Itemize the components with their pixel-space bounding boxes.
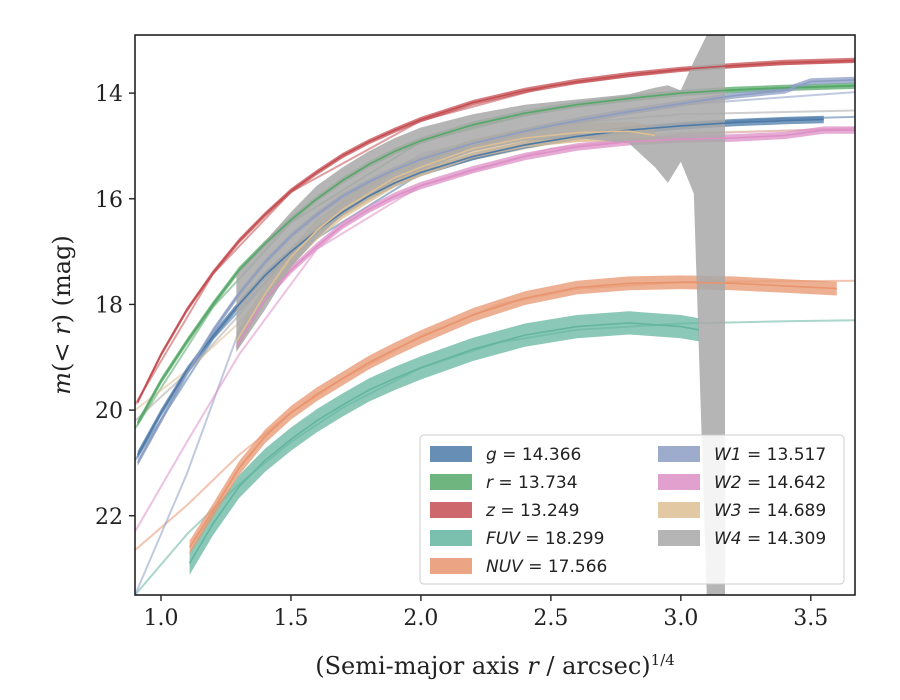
legend-swatch-w3: [658, 502, 700, 518]
y-tick-label: 20: [95, 399, 123, 424]
series-line-r: [136, 84, 855, 424]
legend-label-w2: W2 = 14.642: [714, 473, 826, 493]
y-tick-label: 18: [95, 293, 123, 318]
legend-label-nuv: NUV = 17.566: [486, 557, 607, 577]
series-line-w3: [235, 130, 656, 342]
legend-swatch-w1: [658, 446, 700, 462]
legend-label-z: z = 13.249: [485, 501, 579, 521]
legend-label-w1: W1 = 13.517: [714, 445, 826, 465]
y-axis-ticks: 14 16 18 20 22: [95, 82, 135, 530]
band-w2: [236, 126, 855, 351]
band-fuv: [189, 311, 699, 575]
legend-swatch-fuv: [430, 530, 472, 546]
legend-label-r: r = 13.734: [486, 473, 578, 493]
x-tick-label: 1.0: [143, 606, 178, 631]
plot-frame: [134, 34, 856, 596]
x-tick-label: 3.5: [793, 606, 828, 631]
y-axis-label: m(< r) (mag): [48, 235, 76, 395]
legend-swatch-z: [430, 502, 472, 518]
legend-label-w4: W4 = 14.309: [714, 529, 826, 549]
band-w4: [236, 35, 725, 595]
x-axis-ticks: 1.0 1.5 2.0 2.5 3.0 3.5: [143, 595, 828, 631]
legend-swatch-w4: [658, 530, 700, 546]
series-line-nuv: [188, 281, 837, 548]
series-line-fuv: [188, 322, 700, 564]
x-tick-label: 2.0: [403, 606, 438, 631]
legend-label-fuv: FUV = 18.299: [486, 529, 604, 549]
x-tick-label: 1.5: [273, 606, 308, 631]
x-axis-label: (Semi-major axis r / arcsec)1/4: [315, 651, 675, 680]
series-line-w1: [136, 79, 855, 464]
y-tick-label: 14: [95, 82, 123, 107]
legend-frame: [419, 434, 845, 585]
legend: g = 14.366 r = 13.734 z = 13.249 FUV = 18.2…: [419, 434, 845, 585]
y-tick-label: 22: [95, 505, 123, 530]
legend-swatch-g: [430, 446, 472, 462]
band-w3: [236, 121, 655, 351]
series-line-w2: [235, 129, 855, 348]
x-tick-label: 2.5: [533, 606, 568, 631]
series-line-g: [136, 118, 824, 456]
legend-swatch-r: [430, 474, 472, 490]
legend-label-g: g = 14.366: [486, 445, 581, 465]
legend-swatch-w2: [658, 474, 700, 490]
uncertainty-bands: [137, 35, 855, 595]
legend-label-w3: W3 = 14.689: [714, 501, 826, 521]
x-tick-label: 3.0: [663, 606, 698, 631]
series-lines: [136, 59, 855, 564]
legend-swatch-nuv: [430, 558, 472, 574]
series-line-z: [136, 59, 855, 403]
y-tick-label: 16: [95, 188, 123, 213]
